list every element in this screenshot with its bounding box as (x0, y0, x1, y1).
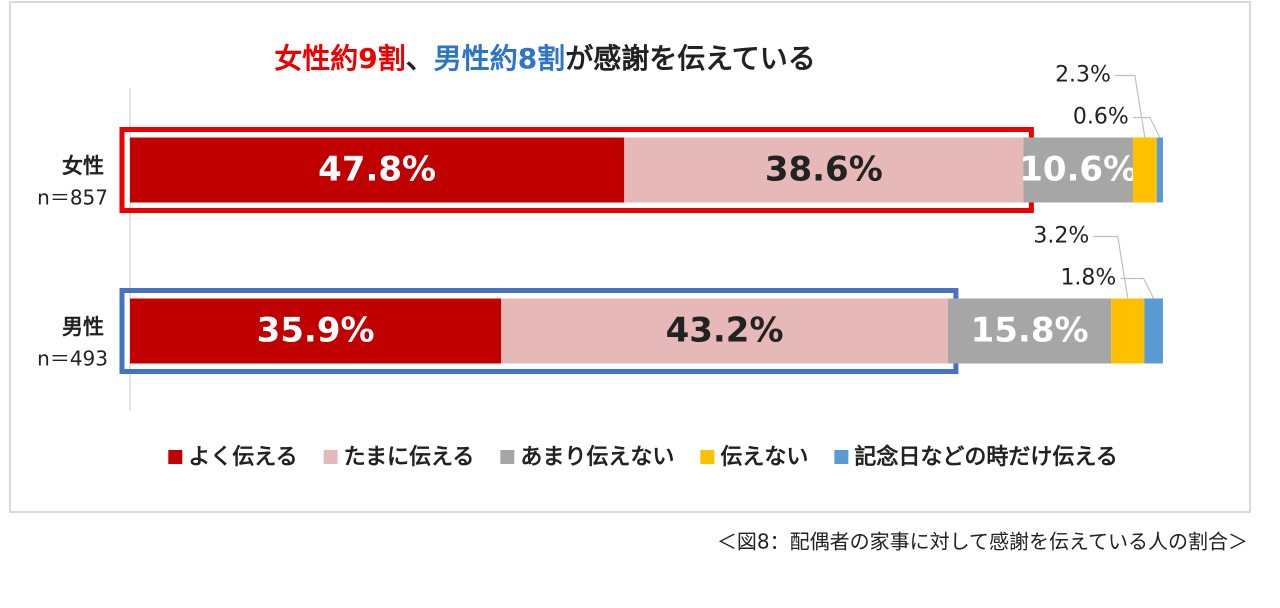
leader-line (1093, 235, 1129, 299)
leader-line (1132, 116, 1161, 138)
leader-line (1120, 277, 1155, 299)
title-part: 、 (406, 42, 434, 75)
legend-label: あまり伝えない (520, 445, 674, 470)
bar-segment (1111, 298, 1145, 364)
value-label: 3.2% (1033, 224, 1089, 249)
bar-segment (130, 137, 625, 203)
category-label: 男性 (62, 315, 104, 339)
legend-swatch (168, 450, 183, 464)
legend-label: 伝えない (720, 445, 808, 470)
bar-segment (624, 137, 1024, 203)
bar-segment (1144, 298, 1163, 364)
legend-label: よく伝える (188, 445, 297, 470)
value-label: 47.8% (318, 150, 436, 190)
bar-segment (1156, 137, 1163, 203)
legend-swatch (500, 450, 515, 464)
title-part: が感謝を伝えている (565, 42, 816, 75)
value-label: 0.6% (1073, 105, 1129, 130)
value-label: 38.6% (765, 150, 883, 190)
legend: よく伝える たまに伝える あまり伝えない 伝えない 記念日などの時だけ伝える (168, 444, 1118, 470)
value-label: 2.3% (1055, 63, 1111, 88)
value-label: 43.2% (666, 311, 784, 351)
caption: ＜図8：配偶者の家事に対して感謝を伝えている人の割合＞ (717, 530, 1248, 554)
sample-size: n＝857 (37, 186, 108, 210)
chart-title: 女性約9割、男性約8割が感謝を伝えている (274, 42, 816, 75)
value-label: 35.9% (257, 311, 375, 351)
title-part: 女性約9割 (274, 42, 405, 75)
value-label: 15.8% (971, 311, 1089, 351)
bar-segment (947, 298, 1112, 364)
bar-segment (130, 298, 502, 364)
leader-line (1114, 74, 1146, 138)
sample-size: n＝493 (37, 347, 108, 371)
bar-segment (1132, 137, 1157, 203)
value-label: 10.6% (1019, 150, 1137, 190)
legend-label: 記念日などの時だけ伝える (854, 444, 1117, 470)
value-label: 1.8% (1060, 266, 1116, 291)
title-part: 男性約8割 (434, 42, 565, 75)
chart-frame (9, 1, 1251, 513)
bar-segment (1023, 137, 1133, 203)
legend-swatch (323, 450, 338, 464)
category-label: 女性 (62, 154, 104, 178)
legend-label: たまに伝える (344, 445, 475, 470)
bar-segment (501, 298, 948, 364)
legend-swatch (700, 450, 715, 464)
legend-swatch (834, 450, 849, 464)
